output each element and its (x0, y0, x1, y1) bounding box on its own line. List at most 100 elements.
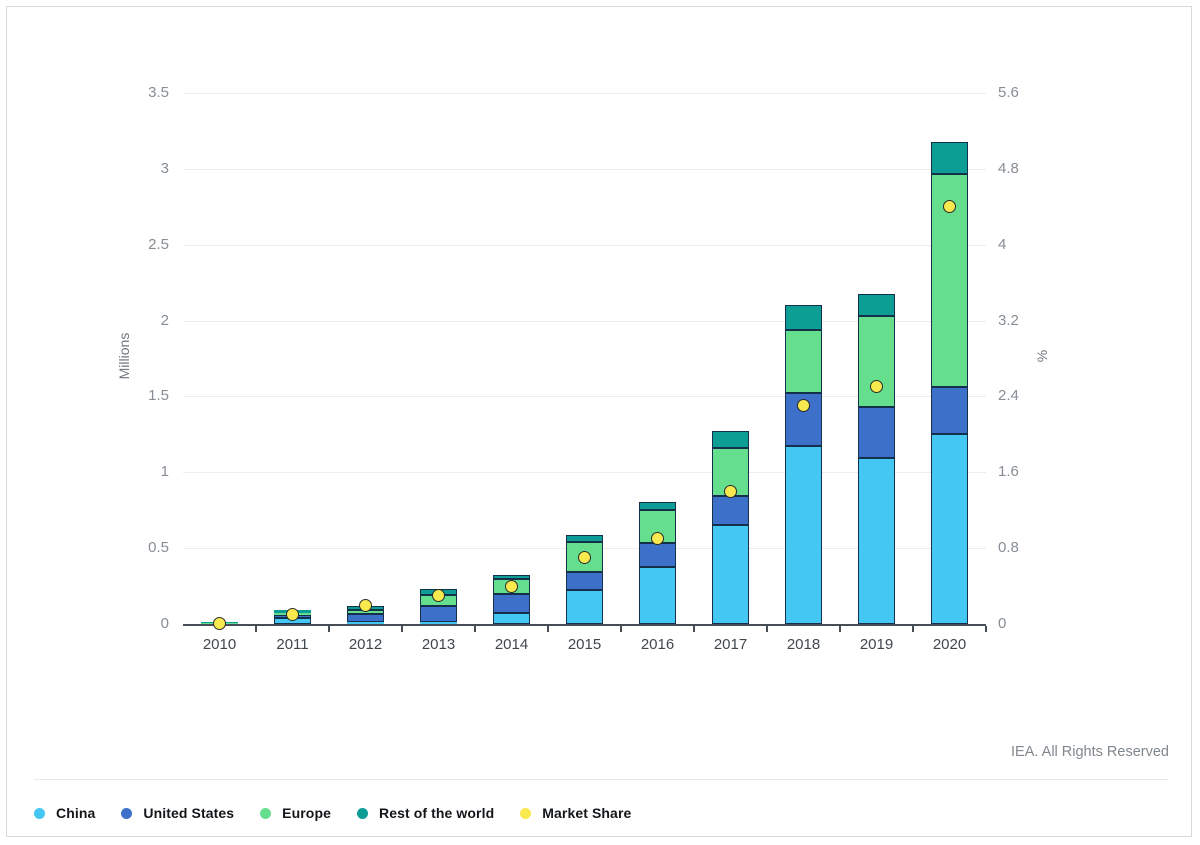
gridline (183, 396, 986, 398)
legend: China United States Europe Rest of the worl… (34, 801, 631, 825)
x-axis-tick (912, 626, 914, 632)
y-axis-tick-label-right: 0 (998, 615, 1007, 632)
x-axis-tick (401, 626, 403, 632)
chart: Millions % 0 0 0.5 0.8 1 1.6 1.5 2.4 2 3.2 2.5 4 3 4.… (7, 7, 1191, 777)
marker-market-share-2012[interactable] (359, 598, 372, 612)
bar-segment-united-states-2020[interactable] (931, 386, 968, 435)
x-axis-label: 2011 (276, 636, 309, 653)
bar-segment-china-2020[interactable] (931, 434, 968, 624)
y-axis-tick-label-left: 1.5 (148, 387, 169, 405)
legend-label: Europe (282, 805, 331, 821)
legend-item-rest-of-the-world[interactable]: Rest of the world (356, 805, 495, 821)
marker-market-share-2017[interactable] (724, 484, 737, 498)
y-axis-tick-label-left: 2 (160, 311, 169, 329)
x-axis-label: 2019 (859, 636, 894, 653)
legend-swatch-icon (356, 807, 368, 819)
bar-segment-europe-2018[interactable] (785, 329, 822, 393)
x-axis-label: 2017 (713, 636, 748, 653)
legend-label: China (56, 805, 96, 821)
bar-segment-rest-of-the-world-2015[interactable] (566, 535, 603, 543)
y-axis-tick-label-left: 0.5 (148, 539, 169, 557)
x-axis-tick (693, 626, 695, 632)
legend-label: United States (143, 805, 235, 821)
x-axis-label: 2014 (494, 636, 529, 653)
bar-segment-china-2014[interactable] (493, 613, 530, 624)
x-axis-label: 2018 (786, 636, 821, 653)
bar-segment-rest-of-the-world-2016[interactable] (639, 501, 676, 511)
y-axis-tick-label-left: 2.5 (148, 235, 169, 253)
x-axis-tick (547, 626, 549, 632)
bar-segment-united-states-2015[interactable] (566, 572, 603, 590)
x-axis-tick (474, 626, 476, 632)
gridline (183, 168, 986, 170)
x-axis-label: 2015 (567, 636, 602, 653)
bar-segment-united-states-2017[interactable] (712, 495, 749, 526)
plot-area (183, 93, 986, 630)
y-axis-tick-label-right: 0.8 (998, 539, 1019, 557)
bar-segment-china-2013[interactable] (420, 621, 457, 624)
x-axis-tick (255, 626, 257, 632)
bar-segment-united-states-2014[interactable] (493, 594, 530, 614)
marker-market-share-2010[interactable] (213, 616, 226, 630)
legend-item-market-share[interactable]: Market Share (520, 805, 631, 821)
bar-segment-rest-of-the-world-2018[interactable] (785, 305, 822, 330)
legend-swatch-icon (34, 807, 45, 819)
bar-segment-united-states-2016[interactable] (639, 542, 676, 568)
bar-segment-china-2019[interactable] (858, 457, 895, 624)
marker-market-share-2018[interactable] (797, 399, 810, 413)
bar-segment-united-states-2012[interactable] (347, 613, 384, 623)
bar-segment-united-states-2019[interactable] (858, 407, 895, 458)
legend-label: Market Share (542, 805, 632, 821)
marker-market-share-2014[interactable] (505, 579, 518, 593)
gridline (183, 472, 986, 474)
gridline (183, 244, 986, 246)
bar-segment-china-2016[interactable] (639, 567, 676, 624)
legend-swatch-icon (121, 807, 133, 819)
chart-card: Millions % 0 0 0.5 0.8 1 1.6 1.5 2.4 2 3.2 2.5 4 3 4.… (6, 6, 1192, 837)
y-axis-tick-label-left: 1 (160, 463, 169, 481)
x-axis-label: 2012 (348, 636, 383, 653)
bar-segment-rest-of-the-world-2014[interactable] (493, 574, 530, 580)
gridline (183, 320, 986, 322)
legend-divider (34, 779, 1168, 780)
y-axis-tick-label-left: 3 (160, 159, 169, 177)
y-axis-tick-label-right: 3.2 (998, 311, 1019, 329)
y-axis-tick-label-right: 4 (998, 235, 1007, 253)
y-axis-tick-label-right: 4.8 (998, 159, 1019, 177)
bar-segment-china-2018[interactable] (785, 445, 822, 624)
bar-segment-rest-of-the-world-2020[interactable] (931, 142, 968, 175)
x-axis-tick (328, 626, 330, 632)
x-axis-label: 2013 (421, 636, 456, 653)
bar-segment-united-states-2013[interactable] (420, 605, 457, 622)
y-axis-tick-label-left: 3.5 (148, 84, 169, 101)
bar-segment-rest-of-the-world-2017[interactable] (712, 430, 749, 449)
legend-swatch-icon (520, 807, 532, 819)
marker-market-share-2011[interactable] (286, 608, 299, 622)
legend-swatch-icon (260, 807, 272, 819)
x-axis-tick (985, 626, 987, 632)
bar-segment-europe-2019[interactable] (858, 316, 895, 408)
attribution-text: IEA. All Rights Reserved (1011, 744, 1169, 760)
marker-market-share-2016[interactable] (651, 532, 664, 546)
y-axis-tick-label-right: 5.6 (998, 84, 1019, 101)
marker-market-share-2015[interactable] (578, 551, 591, 565)
y-axis-tick-label-right: 1.6 (998, 463, 1019, 481)
y-axis-tick-label-left: 0 (160, 615, 169, 632)
gridline (183, 93, 986, 94)
right-axis-title: % (1034, 349, 1050, 363)
x-axis-label: 2010 (202, 636, 237, 653)
bar-segment-china-2012[interactable] (347, 622, 384, 624)
legend-item-china[interactable]: China (34, 805, 95, 821)
bar-segment-rest-of-the-world-2019[interactable] (858, 294, 895, 317)
legend-item-united-states[interactable]: United States (121, 805, 234, 821)
x-axis-tick (620, 626, 622, 632)
legend-label: Rest of the world (378, 805, 495, 821)
bar-segment-china-2017[interactable] (712, 525, 749, 624)
marker-market-share-2013[interactable] (432, 589, 445, 603)
legend-item-europe[interactable]: Europe (260, 805, 331, 821)
marker-market-share-2020[interactable] (943, 200, 956, 214)
marker-market-share-2019[interactable] (870, 380, 883, 394)
x-axis-tick (839, 626, 841, 632)
bar-segment-china-2015[interactable] (566, 589, 603, 624)
y-axis-tick-label-right: 2.4 (998, 387, 1019, 405)
